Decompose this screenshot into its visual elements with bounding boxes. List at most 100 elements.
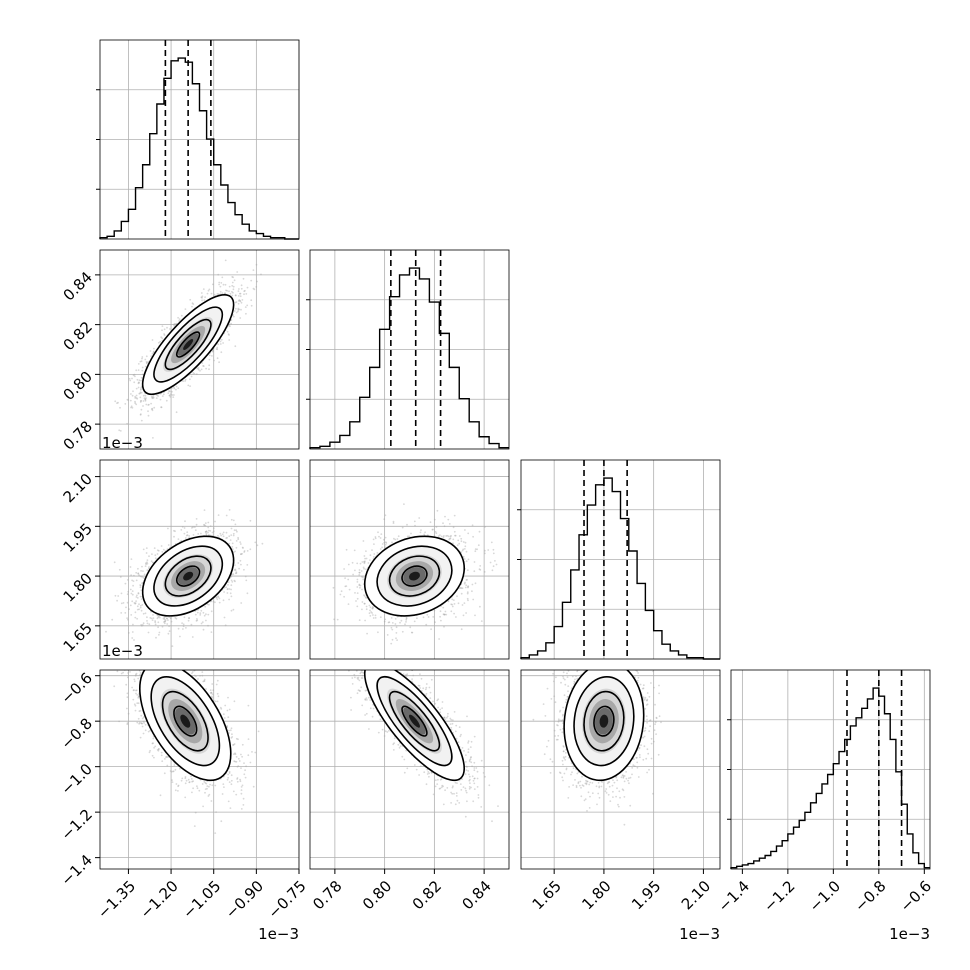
scatter-point: [177, 316, 180, 319]
scatter-point: [156, 553, 159, 555]
scatter-point: [208, 368, 210, 371]
scatter-point: [137, 592, 140, 594]
scatter-point: [229, 292, 232, 295]
scatter-point: [224, 283, 227, 286]
scatter-point: [234, 345, 237, 348]
scatter-point: [192, 303, 195, 305]
scatter-point: [205, 619, 207, 622]
scatter-point: [170, 617, 172, 619]
scatter-point: [227, 333, 230, 335]
scatter-point: [238, 308, 241, 311]
scatter-point: [197, 367, 200, 369]
scatter-point: [126, 617, 128, 619]
scatter-point: [141, 625, 143, 627]
scatter-point: [161, 395, 164, 397]
scatter-point: [243, 551, 246, 553]
scatter-point: [240, 287, 243, 290]
scatter-point: [233, 569, 236, 571]
scatter-point: [162, 393, 165, 396]
scatter-point: [158, 615, 161, 617]
scatter-point: [130, 405, 133, 408]
scatter-point: [145, 397, 147, 399]
scatter-point: [245, 312, 247, 315]
scatter-point: [137, 363, 140, 365]
scatter-point: [218, 283, 221, 286]
scatter-point: [150, 408, 153, 410]
scatter-point: [152, 614, 154, 616]
scatter-point: [113, 561, 116, 564]
scatter-point: [145, 355, 148, 358]
scatter-point: [210, 610, 213, 613]
scatter-point: [184, 537, 187, 539]
scatter-point: [210, 292, 213, 295]
scatter-point: [166, 617, 168, 620]
scatter-point: [203, 524, 206, 527]
scatter-point: [230, 534, 233, 536]
scatter-point: [139, 392, 142, 395]
scatter-point: [208, 534, 210, 536]
scatter-point: [120, 612, 123, 614]
scatter-point: [186, 531, 189, 534]
scatter-point: [152, 561, 154, 564]
scatter-point: [200, 609, 203, 612]
scatter-point: [238, 288, 240, 290]
scatter-point: [135, 394, 138, 397]
scatter-point: [237, 538, 240, 541]
scatter-point: [229, 592, 232, 595]
scatter-point: [161, 625, 164, 628]
scatter-point: [239, 559, 242, 562]
scatter-point: [216, 348, 219, 351]
scatter-point: [119, 576, 122, 578]
scatter-point: [205, 613, 207, 616]
scatter-point: [218, 281, 221, 284]
scatter-point: [183, 616, 186, 619]
contour-line: [141, 293, 235, 396]
scatter-point: [225, 586, 228, 589]
scatter-point: [137, 369, 140, 371]
scatter-point: [205, 534, 208, 536]
scatter-point: [242, 277, 245, 280]
scatter-point: [202, 288, 205, 290]
scatter-point: [137, 381, 140, 384]
scatter-point: [142, 394, 145, 397]
scatter-point: [189, 378, 191, 381]
scatter-point: [216, 357, 219, 360]
scatter-point: [154, 623, 157, 626]
scatter-point: [118, 568, 121, 571]
scatter-point: [199, 612, 202, 615]
scatter-point: [219, 532, 222, 535]
scatter-point: [222, 535, 225, 538]
scatter-point: [231, 281, 234, 284]
scatter-point: [131, 637, 134, 639]
scatter-point: [139, 414, 142, 416]
scatter-point: [195, 620, 198, 622]
scatter-point: [152, 350, 155, 353]
scatter-point: [164, 620, 166, 623]
scatter-point: [156, 617, 159, 620]
scatter-point: [240, 301, 243, 304]
scatter-point: [235, 572, 238, 574]
scatter-point: [220, 534, 223, 537]
scatter-point: [185, 627, 187, 629]
scatter-point: [141, 357, 143, 360]
scatter-point: [156, 549, 159, 552]
scatter-point: [141, 582, 144, 585]
scatter-point: [193, 372, 196, 375]
scatter-point: [173, 386, 175, 389]
scatter-point: [230, 609, 233, 612]
scatter-point: [120, 592, 123, 595]
scatter-point: [161, 337, 164, 340]
scatter-point: [159, 398, 162, 401]
scatter-point: [205, 530, 208, 533]
scatter-point: [95, 417, 97, 419]
scatter-point: [150, 355, 153, 357]
scatter-point: [206, 292, 209, 295]
scatter-point: [208, 288, 211, 291]
scatter-point: [130, 614, 133, 616]
scatter-point: [239, 300, 242, 303]
scatter-point: [233, 310, 236, 312]
scatter-point: [139, 413, 142, 415]
scatter-point: [217, 514, 220, 516]
scatter-point: [237, 310, 239, 313]
